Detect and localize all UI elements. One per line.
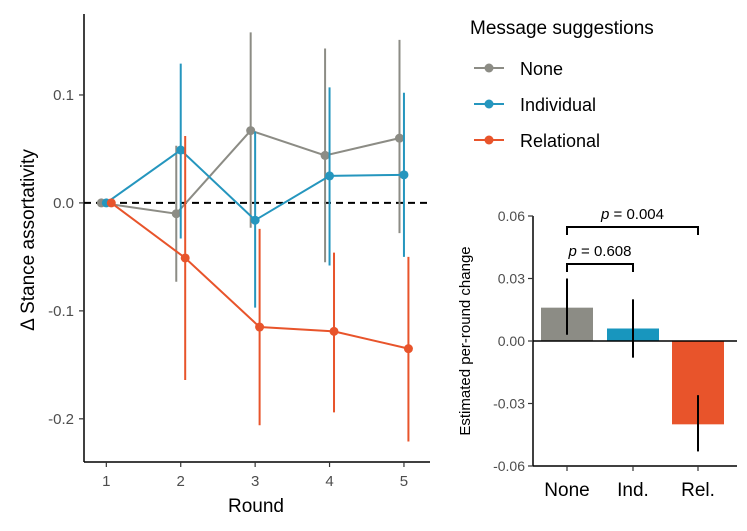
inset-x-tick-label: None: [544, 480, 589, 501]
inset-tick-layer: -0.06 -0.03 0.00 0.03 0.06 None Ind. Rel.: [493, 208, 715, 501]
p-symbol: p: [568, 243, 577, 260]
inset-x-tick-label: Ind.: [617, 480, 649, 501]
legend-item-individual: Individual: [474, 95, 596, 115]
x-tick-label: 4: [325, 473, 333, 490]
inset-bars-layer: [533, 278, 737, 452]
inset-x-tick-label: Rel.: [681, 480, 715, 501]
data-point: [176, 145, 186, 155]
legend-items: None Individual Relational: [474, 59, 600, 151]
main-tick-layer: 1 2 3 4 5 -0.2 -0.1 0.0 0.1: [48, 87, 408, 490]
y-tick-label: 0.0: [53, 195, 74, 212]
main-series-layer: [96, 32, 413, 442]
p-symbol: p: [600, 206, 609, 223]
legend-label: Individual: [520, 95, 596, 115]
p-value-text: = 0.608: [577, 243, 632, 260]
legend-label: Relational: [520, 131, 600, 151]
bracket-line: [566, 226, 699, 235]
legend-title: Message suggestions: [470, 18, 654, 39]
data-point: [329, 326, 339, 336]
inset-y-axis-title: Estimated per-round change: [457, 246, 474, 435]
inset-bar-chart: -0.06 -0.03 0.00 0.03 0.06 None Ind. Rel. p = 0…: [457, 206, 737, 501]
main-x-axis-title: Round: [228, 496, 284, 517]
x-tick-label: 5: [400, 473, 408, 490]
data-point: [325, 171, 335, 181]
data-point: [246, 126, 256, 136]
data-point: [399, 170, 409, 180]
y-tick-label: -0.2: [48, 411, 74, 428]
data-point: [180, 253, 190, 263]
significance-bracket: p = 0.004: [566, 206, 699, 235]
legend-label: None: [520, 59, 563, 79]
main-chart: 1 2 3 4 5 -0.2 -0.1 0.0 0.1 Round Δ Stance assor…: [18, 14, 430, 517]
legend-item-relational: Relational: [474, 131, 600, 151]
data-point: [255, 322, 265, 332]
data-point: [250, 215, 260, 225]
inset-y-tick-label: 0.06: [498, 208, 525, 224]
x-tick-label: 3: [251, 473, 259, 490]
p-value-label: p = 0.608: [568, 243, 632, 260]
legend-swatch-point: [484, 99, 494, 109]
p-value-label: p = 0.004: [600, 206, 664, 223]
x-tick-label: 1: [102, 473, 110, 490]
inset-y-tick-label: 0.03: [498, 271, 525, 287]
inset-y-tick-label: -0.03: [493, 396, 525, 412]
series-relational: [106, 135, 413, 442]
series-individual: [101, 63, 409, 308]
main-y-axis-title: Δ Stance assortativity: [18, 149, 39, 331]
inset-y-tick-label: 0.00: [498, 333, 525, 349]
significance-bracket: p = 0.608: [566, 243, 634, 272]
x-tick-label: 2: [177, 473, 185, 490]
legend-item-none: None: [474, 59, 563, 79]
legend-swatch-point: [484, 135, 494, 145]
p-value-text: = 0.004: [609, 206, 664, 223]
data-point: [171, 209, 181, 219]
bracket-line: [566, 263, 634, 272]
data-point: [106, 198, 116, 208]
series-none: [96, 32, 404, 282]
legend: Message suggestions None Individual Relati…: [470, 18, 654, 151]
y-tick-label: 0.1: [53, 87, 74, 104]
data-point: [403, 344, 413, 354]
data-point: [394, 133, 404, 143]
data-point: [320, 150, 330, 160]
inset-y-tick-label: -0.06: [493, 458, 525, 474]
legend-swatch-point: [484, 63, 494, 73]
y-tick-label: -0.1: [48, 303, 74, 320]
